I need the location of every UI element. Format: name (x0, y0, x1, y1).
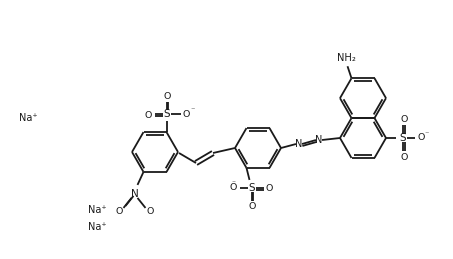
Text: O: O (145, 111, 152, 120)
Text: ⁻: ⁻ (231, 178, 236, 188)
Text: N: N (315, 135, 323, 145)
Text: ⁻: ⁻ (190, 106, 195, 114)
Text: O: O (183, 110, 190, 119)
Text: O: O (400, 153, 408, 162)
Text: NH₂: NH₂ (337, 53, 356, 63)
Text: O: O (164, 92, 171, 100)
Text: ⁻: ⁻ (425, 130, 429, 139)
Text: O: O (147, 207, 154, 217)
Text: S: S (248, 183, 255, 193)
Text: N: N (295, 139, 303, 149)
Text: O: O (116, 207, 123, 217)
Text: O: O (249, 203, 256, 211)
Text: O: O (266, 184, 273, 193)
Text: S: S (163, 109, 170, 119)
Text: Na⁺: Na⁺ (88, 205, 106, 215)
Text: Na⁺: Na⁺ (88, 222, 106, 232)
Text: O: O (230, 183, 237, 192)
Text: O: O (417, 133, 425, 142)
Text: Na⁺: Na⁺ (19, 113, 37, 123)
Text: S: S (400, 133, 406, 143)
Text: O: O (400, 114, 408, 124)
Text: N: N (130, 189, 138, 199)
